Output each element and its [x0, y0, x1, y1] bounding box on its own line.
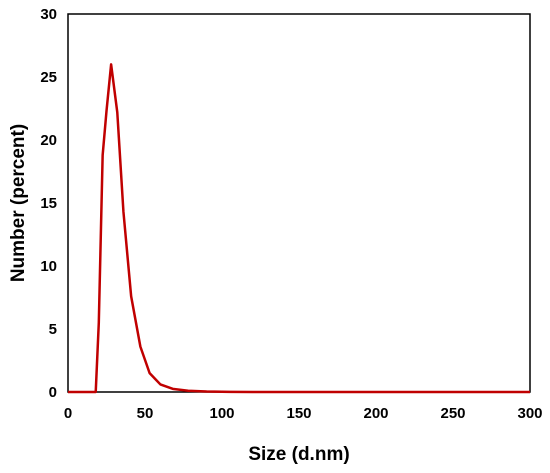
x-tick-label: 250 — [440, 405, 465, 422]
series-layer — [68, 63, 530, 394]
x-axis-title: Size (d.nm) — [248, 444, 349, 465]
y-tick-label: 25 — [40, 69, 57, 86]
y-axis-title: Number (percent) — [8, 124, 29, 282]
x-tick-label: 100 — [209, 405, 234, 422]
x-axis-ticks: 0 50 100 150 200 250 300 — [64, 405, 543, 422]
x-tick-label: 300 — [517, 405, 542, 422]
y-tick-label: 20 — [40, 132, 57, 149]
x-tick-label: 150 — [286, 405, 311, 422]
x-tick-label: 0 — [64, 405, 72, 422]
y-tick-label: 0 — [49, 384, 57, 401]
y-axis-ticks: 0 5 10 15 20 25 30 — [40, 6, 57, 401]
x-tick-label: 50 — [137, 405, 154, 422]
y-tick-label: 15 — [40, 195, 57, 212]
y-tick-label: 5 — [49, 321, 57, 338]
x-tick-label: 200 — [363, 405, 388, 422]
y-tick-label: 30 — [40, 6, 57, 23]
y-tick-label: 10 — [40, 258, 57, 275]
series-line — [68, 63, 530, 394]
